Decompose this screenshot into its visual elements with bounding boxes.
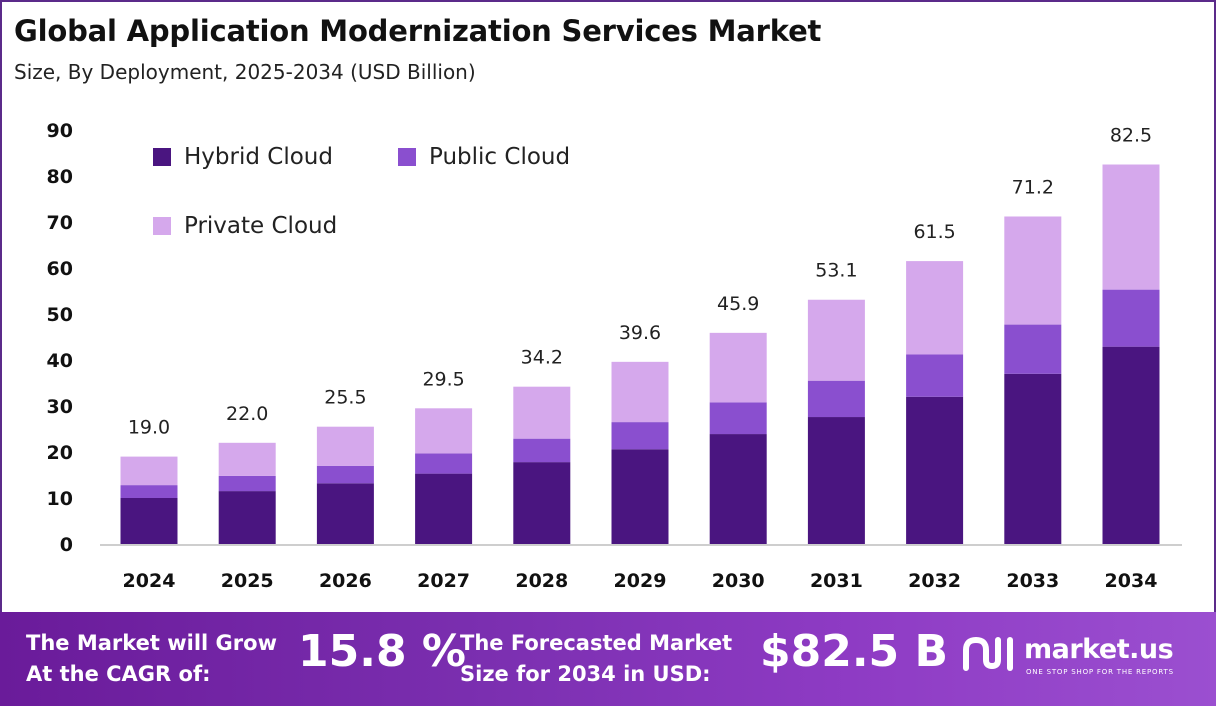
legend-label: Hybrid Cloud — [184, 144, 333, 170]
bar-hybrid-cloud — [611, 449, 669, 544]
bar-public-cloud — [1004, 324, 1062, 374]
bar-private-cloud — [218, 442, 276, 476]
brand-tagline: ONE STOP SHOP FOR THE REPORTS — [1026, 668, 1174, 676]
cagr-value: 15.8 % — [298, 626, 466, 677]
bar-private-cloud — [807, 299, 865, 381]
data-label: 71.2 — [1012, 176, 1054, 198]
data-label: 45.9 — [717, 293, 759, 315]
bar-private-cloud — [316, 426, 374, 466]
legend-swatch — [153, 217, 171, 235]
x-tick-label: 2026 — [319, 570, 372, 592]
forecast-label: The Forecasted Market Size for 2034 in U… — [460, 628, 732, 690]
chart-title: Global Application Modernization Service… — [14, 14, 822, 48]
bar-private-cloud — [1102, 164, 1160, 290]
bar-hybrid-cloud — [513, 462, 571, 544]
data-label: 34.2 — [521, 347, 563, 369]
bar-private-cloud — [513, 386, 571, 439]
total-labels: 19.0 22.0 25.5 29.5 34.2 39.6 45.9 53.1 61.5 71.2… — [128, 125, 1152, 439]
bar-hybrid-cloud — [218, 491, 276, 544]
bar-public-cloud — [906, 354, 964, 397]
cagr-label-line1: The Market will Grow — [26, 631, 277, 655]
footer-banner — [0, 612, 1216, 706]
x-tick-label: 2027 — [417, 570, 470, 592]
bar-public-cloud — [120, 485, 178, 498]
chart-subtitle: Size, By Deployment, 2025-2034 (USD Bill… — [14, 60, 476, 84]
x-tick-label: 2028 — [515, 570, 568, 592]
y-tick-label: 40 — [47, 350, 73, 372]
x-tick-label: 2030 — [712, 570, 765, 592]
bar-hybrid-cloud — [316, 483, 374, 544]
bar-public-cloud — [709, 402, 767, 435]
bar-hybrid-cloud — [415, 473, 473, 544]
bar-private-cloud — [1004, 216, 1062, 325]
data-label: 19.0 — [128, 417, 170, 439]
bar-hybrid-cloud — [709, 434, 767, 544]
x-tick-label: 2029 — [614, 570, 667, 592]
brand-mark-icon — [963, 636, 1013, 671]
x-tick-label: 2033 — [1006, 570, 1059, 592]
y-tick-label: 0 — [60, 534, 73, 556]
bar-public-cloud — [415, 453, 473, 474]
data-label: 61.5 — [913, 221, 955, 243]
cagr-label: The Market will Grow At the CAGR of: — [26, 628, 277, 690]
bar-private-cloud — [120, 456, 178, 486]
legend-swatch — [153, 148, 171, 166]
data-label: 39.6 — [619, 322, 661, 344]
y-tick-label: 20 — [47, 442, 73, 464]
bars-group — [120, 164, 1160, 544]
bar-hybrid-cloud — [1004, 373, 1062, 544]
bar-public-cloud — [611, 422, 669, 450]
y-tick-label: 80 — [47, 166, 73, 188]
y-axis: 0 10 20 30 40 50 60 70 80 90 — [47, 120, 73, 556]
bar-hybrid-cloud — [1102, 346, 1160, 544]
x-tick-label: 2034 — [1105, 570, 1158, 592]
legend-swatch — [398, 148, 416, 166]
forecast-label-line1: The Forecasted Market — [460, 631, 733, 655]
bar-public-cloud — [218, 475, 276, 492]
bar-hybrid-cloud — [120, 498, 178, 544]
x-axis: 2024 2025 2026 2027 2028 2029 2030 2031 2032 2033… — [123, 570, 1158, 592]
data-label: 29.5 — [422, 368, 464, 390]
legend-label: Public Cloud — [429, 144, 570, 170]
bar-private-cloud — [611, 361, 669, 423]
forecast-value: $82.5 B — [760, 626, 949, 677]
x-tick-label: 2025 — [221, 570, 274, 592]
forecast-label-line2: Size for 2034 in USD: — [460, 662, 711, 686]
cagr-label-line2: At the CAGR of: — [26, 662, 211, 686]
bar-public-cloud — [1102, 289, 1160, 347]
x-tick-label: 2024 — [123, 570, 176, 592]
bar-private-cloud — [415, 408, 473, 454]
data-label: 82.5 — [1110, 125, 1152, 147]
bar-hybrid-cloud — [906, 396, 964, 544]
bar-public-cloud — [807, 380, 865, 418]
data-label: 25.5 — [324, 387, 366, 409]
legend: Hybrid Cloud Public Cloud Private Cloud — [153, 144, 570, 239]
y-tick-label: 70 — [47, 212, 73, 234]
bar-hybrid-cloud — [807, 417, 865, 544]
bar-private-cloud — [709, 332, 767, 403]
y-tick-label: 10 — [47, 488, 73, 510]
bar-public-cloud — [316, 465, 374, 484]
y-tick-label: 60 — [47, 258, 73, 280]
data-label: 53.1 — [815, 260, 857, 282]
x-tick-label: 2031 — [810, 570, 863, 592]
brand-name: market.us — [1024, 634, 1174, 665]
y-tick-label: 50 — [47, 304, 73, 326]
x-tick-label: 2032 — [908, 570, 961, 592]
brand-logo: market.us ONE STOP SHOP FOR THE REPORTS — [960, 630, 1190, 680]
bar-public-cloud — [513, 438, 571, 463]
bar-private-cloud — [906, 261, 964, 355]
legend-label: Private Cloud — [184, 213, 337, 239]
y-tick-label: 90 — [47, 120, 73, 142]
data-label: 22.0 — [226, 403, 268, 425]
y-tick-label: 30 — [47, 396, 73, 418]
